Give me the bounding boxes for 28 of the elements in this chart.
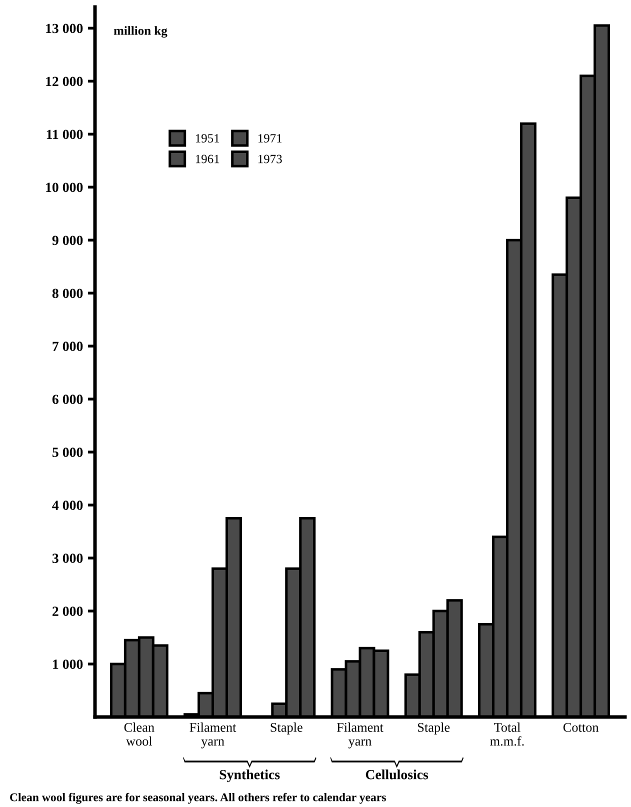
- legend-label: 1971: [258, 134, 282, 143]
- y-tick-label: 2 000: [52, 606, 83, 616]
- y-tick-label: 11 000: [46, 130, 83, 140]
- y-tick-label: 12 000: [46, 76, 83, 86]
- text: Cellulosics: [366, 770, 428, 780]
- legend-label: 1973: [258, 154, 282, 164]
- x-tick-label: Filament yarn: [190, 722, 236, 748]
- y-tick-label: 7 000: [52, 342, 83, 352]
- y-tick-label: 3 000: [52, 554, 83, 563]
- y-tick-label: 6 000: [52, 394, 83, 404]
- x-tick-label: Total m.m.f.: [490, 722, 524, 746]
- y-tick-label: 5 000: [52, 448, 83, 458]
- y-tick-label: 9 000: [52, 236, 83, 246]
- legend-label: 1961: [196, 154, 220, 164]
- text: Synthetics: [220, 770, 280, 782]
- y-tick-label: 10 000: [46, 182, 83, 192]
- x-tick-label: Filament yarn: [336, 722, 384, 748]
- x-tick-label: Staple: [418, 722, 450, 735]
- y-tick-label: 1 000: [53, 660, 83, 669]
- y-axis-title: million kg: [114, 26, 168, 38]
- legend-label: 1951: [196, 134, 220, 143]
- x-tick-label: Clean wool: [124, 722, 154, 746]
- text: Clean wool figures are for seasonal years. All others refer to calendar years: [10, 792, 386, 804]
- y-tick-label: 8 000: [52, 288, 83, 298]
- x-tick-label: Staple: [270, 722, 302, 735]
- y-tick-label: 4 000: [52, 500, 83, 510]
- y-tick-label: 13 000: [46, 24, 83, 34]
- x-tick-label: Cotton: [563, 722, 599, 732]
